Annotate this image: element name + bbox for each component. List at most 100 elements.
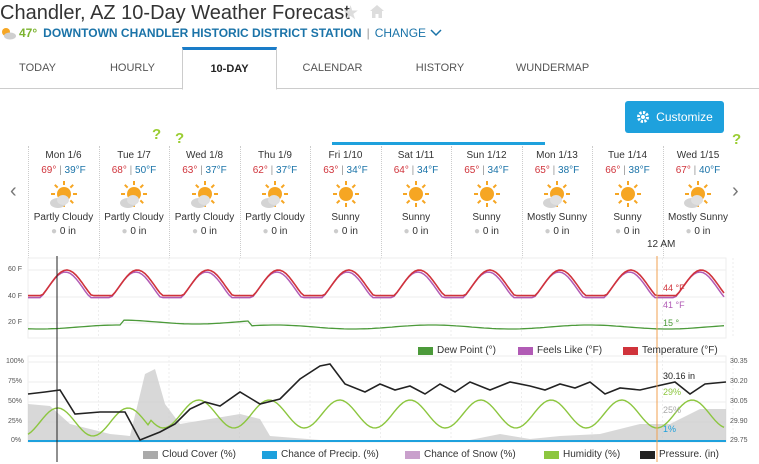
day-name: Thu 1/9 bbox=[258, 150, 292, 161]
day-column[interactable]: Thu 1/9 62° | 37°F Partly Cloudy ● 0 in bbox=[239, 146, 310, 258]
legend-temperature: Temperature (°F) bbox=[623, 345, 718, 356]
customize-button[interactable]: Customize bbox=[625, 101, 724, 133]
separator: | bbox=[366, 26, 370, 40]
hi-lo: 69° | 39°F bbox=[41, 165, 86, 176]
day-name: Fri 1/10 bbox=[328, 150, 363, 161]
day-column[interactable]: Tue 1/7 68° | 50°F Partly Cloudy ● 0 in bbox=[98, 146, 169, 258]
sunny-icon bbox=[473, 181, 500, 207]
sunny-icon bbox=[332, 181, 359, 207]
temperature-line bbox=[28, 269, 725, 297]
condition-text: Mostly Sunny bbox=[526, 212, 588, 223]
precip-amount: ● 0 in bbox=[333, 226, 358, 237]
day-column[interactable]: Sun 1/12 65° | 34°F Sunny ● 0 in bbox=[451, 146, 521, 258]
page-header: Chandler, AZ 10-Day Weather Forecast ★ 4… bbox=[0, 0, 759, 50]
tab-wundermap[interactable]: WUNDERMAP bbox=[515, 62, 590, 74]
tab-history[interactable]: HISTORY bbox=[415, 62, 465, 74]
y-tick-label-right: 29.75 bbox=[730, 437, 748, 444]
precip-now: 1% bbox=[663, 424, 677, 434]
y-tick-label: 0% bbox=[11, 437, 22, 444]
day-column[interactable]: Wed 1/8 63° | 37°F Partly Cloudy ● 0 in bbox=[169, 146, 239, 258]
day-name: Mon 1/13 bbox=[536, 150, 578, 161]
station-name-link[interactable]: DOWNTOWN CHANDLER HISTORIC DISTRICT STAT… bbox=[43, 26, 362, 40]
day-column[interactable]: Mon 1/13 65° | 38°F Mostly Sunny ● 0 in bbox=[521, 146, 592, 258]
loading-bar bbox=[332, 142, 545, 145]
temperature-now: 44 °F bbox=[663, 283, 685, 293]
partly-cloudy-icon bbox=[49, 181, 77, 208]
precip-amount: ● 0 in bbox=[685, 226, 711, 237]
prev-arrow-icon[interactable]: ‹ bbox=[10, 180, 17, 202]
hour-marker: 12 AM bbox=[647, 239, 676, 250]
condition-text: Sunny bbox=[331, 212, 360, 223]
condition-text: Partly Cloudy bbox=[245, 212, 305, 223]
day-column[interactable]: Wed 1/15 67° | 40°F Mostly Sunny ● 0 in bbox=[662, 146, 733, 258]
precip-amount: ● 0 in bbox=[262, 226, 288, 237]
favorite-star-icon[interactable]: ★ bbox=[342, 3, 360, 24]
condition-text: Sunny bbox=[613, 212, 642, 223]
day-name: Tue 1/7 bbox=[117, 150, 151, 161]
forecast-tabs: TODAY HOURLY 10-DAY CALENDAR HISTORY WUN… bbox=[0, 47, 759, 90]
home-icon[interactable] bbox=[369, 4, 385, 19]
day-name: Tue 1/14 bbox=[607, 150, 648, 161]
condition-text: Partly Cloudy bbox=[174, 212, 235, 223]
condition-text: Partly Cloudy bbox=[33, 212, 94, 223]
tab-calendar[interactable]: CALENDAR bbox=[302, 62, 363, 74]
hi-lo: 65° | 34°F bbox=[464, 165, 509, 176]
pressure-now: 30.16 in bbox=[663, 371, 696, 381]
mostly-sunny-icon bbox=[543, 181, 570, 208]
hi-lo: 64° | 34°F bbox=[393, 165, 439, 176]
current-temperature: 47° bbox=[19, 26, 38, 40]
change-station-link[interactable]: CHANGE bbox=[374, 26, 427, 40]
hi-lo: 66° | 38°F bbox=[605, 165, 650, 176]
y-tick-label-right: 30.35 bbox=[730, 358, 748, 365]
condition-text: Mostly Sunny bbox=[667, 212, 729, 223]
customize-label: Customize bbox=[656, 110, 713, 124]
next-arrow-icon[interactable]: › bbox=[732, 180, 739, 202]
day-strip: Mon 1/6 69° | 39°F Partly Cloudy ● 0 in Tue … bbox=[28, 146, 733, 258]
page-title: Chandler, AZ 10-Day Weather Forecast bbox=[0, 2, 350, 24]
question-icon[interactable]: ? bbox=[175, 130, 185, 147]
cloud-cover-now: 25% bbox=[663, 405, 682, 415]
hi-lo: 67° | 40°F bbox=[675, 165, 721, 176]
tab-10-day[interactable]: 10-DAY bbox=[182, 47, 277, 90]
mostly-sunny-icon bbox=[684, 181, 711, 208]
y-tick-label: 50% bbox=[8, 398, 23, 405]
legend-pressure: Pressure. (in) bbox=[640, 449, 719, 460]
day-name: Wed 1/8 bbox=[185, 150, 224, 161]
hi-lo: 63° | 34°F bbox=[323, 165, 368, 176]
condition-text: Sunny bbox=[472, 212, 501, 223]
legend-humidity: Humidity (%) bbox=[544, 449, 620, 460]
humidity-line bbox=[27, 399, 725, 437]
y-tick-label: 100% bbox=[6, 358, 24, 365]
y-tick-label: 40 F bbox=[8, 293, 23, 300]
cloud-cover-area bbox=[28, 369, 726, 442]
precip-amount: ● 0 in bbox=[403, 226, 429, 237]
condition-text: Sunny bbox=[401, 212, 431, 223]
legend-precip: Chance of Precip. (%) bbox=[262, 449, 379, 460]
chevron-down-icon[interactable] bbox=[430, 29, 442, 37]
y-tick-label-right: 30.20 bbox=[730, 378, 748, 385]
y-tick-label: 25% bbox=[8, 418, 23, 425]
day-column[interactable]: Sat 1/11 64° | 34°F Sunny ● 0 in bbox=[380, 146, 451, 258]
day-column[interactable]: Fri 1/10 63° | 34°F Sunny ● 0 in bbox=[310, 146, 380, 258]
question-icon[interactable]: ? bbox=[152, 126, 162, 143]
y-tick-label-right: 29.90 bbox=[730, 418, 748, 425]
temperature-chart bbox=[27, 256, 734, 356]
precip-amount: ● 0 in bbox=[121, 226, 147, 237]
tab-today[interactable]: TODAY bbox=[19, 62, 56, 74]
conditions-chart bbox=[27, 354, 734, 462]
question-icon[interactable]: ? bbox=[732, 131, 742, 148]
day-column[interactable]: Tue 1/14 66° | 38°F Sunny ● 0 in bbox=[592, 146, 662, 258]
y-tick-label-right: 30.05 bbox=[730, 398, 748, 405]
partly-cloudy-icon bbox=[2, 28, 16, 40]
y-tick-label: 75% bbox=[8, 378, 23, 385]
feels-like-now: 41 °F bbox=[663, 300, 685, 310]
hi-lo: 68° | 50°F bbox=[111, 165, 157, 176]
partly-cloudy-icon bbox=[190, 181, 218, 208]
legend-cloud-cover: Cloud Cover (%) bbox=[143, 449, 236, 460]
day-column[interactable]: Mon 1/6 69° | 39°F Partly Cloudy ● 0 in bbox=[28, 146, 98, 258]
precip-amount: ● 0 in bbox=[615, 226, 640, 237]
tab-hourly[interactable]: HOURLY bbox=[109, 62, 156, 74]
sunny-icon bbox=[614, 181, 641, 207]
partly-cloudy-icon bbox=[120, 181, 147, 208]
sunny-icon bbox=[403, 181, 429, 207]
